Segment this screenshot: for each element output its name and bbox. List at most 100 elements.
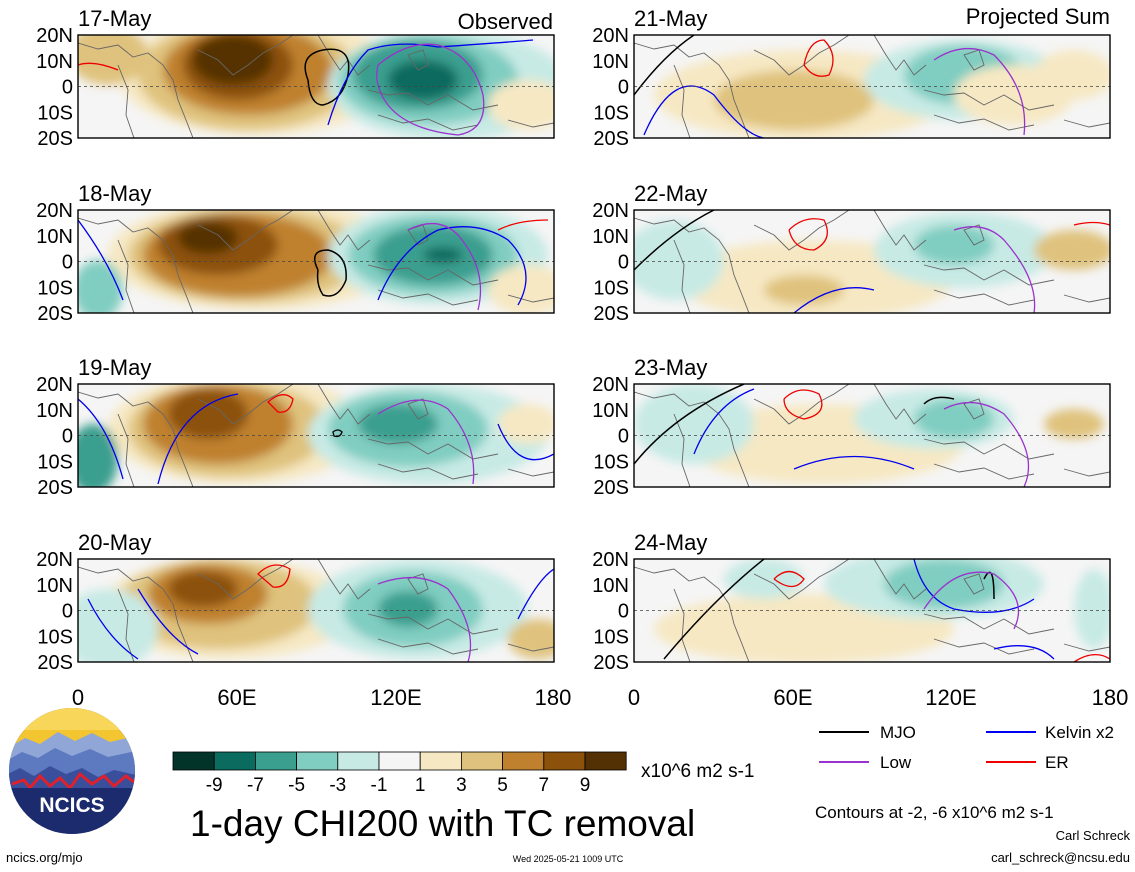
colorbar-tick-label: 1 (415, 775, 426, 796)
contour-line (497, 423, 554, 461)
coastline (367, 264, 499, 286)
coastline (673, 64, 691, 138)
coastline (873, 210, 927, 251)
legend-label: Low (880, 753, 912, 772)
panel-date: 19-May (78, 355, 151, 380)
lat-label: 20N (36, 25, 73, 47)
colorbar-swatch (172, 751, 215, 771)
coastline (507, 294, 554, 303)
coastline (673, 413, 691, 487)
coastline (1063, 468, 1110, 477)
contour-line (803, 39, 834, 77)
coastline (117, 239, 135, 313)
contour-line (157, 393, 239, 485)
lat-label: 20S (593, 477, 629, 499)
coastline (634, 391, 750, 487)
coastline (933, 114, 1035, 131)
coastline (507, 119, 554, 128)
colorbar-swatch (337, 751, 380, 771)
colorbar-tick-label: -5 (288, 775, 305, 796)
contour-line (793, 287, 875, 313)
coastline (78, 42, 194, 138)
lat-label: 10S (37, 451, 73, 473)
lat-label: 0 (618, 252, 629, 274)
colorbar-tick-label: -7 (247, 775, 264, 796)
panel-frame (633, 558, 1111, 663)
panel-field (78, 35, 554, 138)
colorbar-tick-label: -9 (206, 775, 223, 796)
lat-label: 20S (593, 128, 629, 150)
coastline (377, 463, 479, 480)
panel-field (634, 35, 1110, 138)
lat-label: 0 (618, 426, 629, 448)
lat-label: 20S (37, 128, 73, 150)
lon-label-120e: 120E (925, 685, 976, 710)
lat-label: 10N (36, 51, 73, 73)
panel-frame (633, 383, 1111, 488)
ncics-logo-text: NCICS (39, 794, 104, 817)
coastline (673, 588, 691, 662)
contour-line (327, 39, 534, 126)
colorbar-swatch (254, 751, 297, 771)
contour-line (663, 559, 765, 660)
coastline (873, 559, 927, 600)
coastline (367, 89, 499, 111)
panel-date: 24-May (634, 530, 707, 555)
colorbar-swatch (584, 751, 627, 771)
coastline (117, 64, 135, 138)
colorbar-tick-label: 7 (539, 775, 550, 796)
contour-line (497, 219, 549, 231)
coastline (753, 210, 850, 251)
contour-line (923, 396, 955, 405)
legend-label: MJO (880, 723, 916, 742)
coastline (673, 239, 691, 313)
colorbar-swatch (378, 751, 421, 771)
coastline (873, 384, 927, 425)
legend-label: Kelvin x2 (1045, 723, 1114, 742)
footer-author: Carl Schreck (1056, 828, 1131, 843)
coastline (963, 49, 985, 71)
coastline (407, 224, 429, 246)
panel-date: 22-May (634, 181, 707, 206)
contour-line (137, 588, 199, 655)
coastline (923, 613, 1055, 635)
lat-label: 20N (36, 549, 73, 571)
lat-label: 20S (593, 303, 629, 325)
coastline (873, 35, 927, 76)
footer-url: ncics.org/mjo (6, 850, 83, 865)
lat-label: 10N (592, 400, 629, 422)
coastline (933, 289, 1035, 306)
contour-line (634, 35, 695, 96)
contour-line (78, 398, 124, 480)
lon-label-60e: 60E (773, 685, 812, 710)
coastline (317, 35, 371, 76)
coastline (377, 114, 479, 131)
legend-item-er: ER (986, 753, 1069, 772)
coastline (117, 588, 135, 662)
lat-label: 10S (593, 626, 629, 648)
panel-date: 23-May (634, 355, 707, 380)
contour-line (377, 576, 472, 662)
panel-frame (633, 34, 1111, 139)
lat-label: 10N (592, 51, 629, 73)
colorbar-swatch (543, 751, 586, 771)
contour-line (1073, 221, 1110, 226)
contour-line (304, 48, 350, 106)
lat-label: 20S (37, 303, 73, 325)
contour-line (78, 219, 124, 301)
lat-label: 20S (37, 477, 73, 499)
lon-axis-right: 0 60E 120E 180 (628, 685, 1128, 710)
coastline (634, 217, 750, 313)
panel-frame (77, 34, 555, 139)
colorbar-swatch (460, 751, 503, 771)
coastline (963, 398, 985, 420)
colorbar-tick-label: 9 (580, 775, 591, 796)
coastline (933, 463, 1035, 480)
lat-label: 10S (593, 451, 629, 473)
contour-line (773, 570, 805, 588)
coastline (1063, 294, 1110, 303)
